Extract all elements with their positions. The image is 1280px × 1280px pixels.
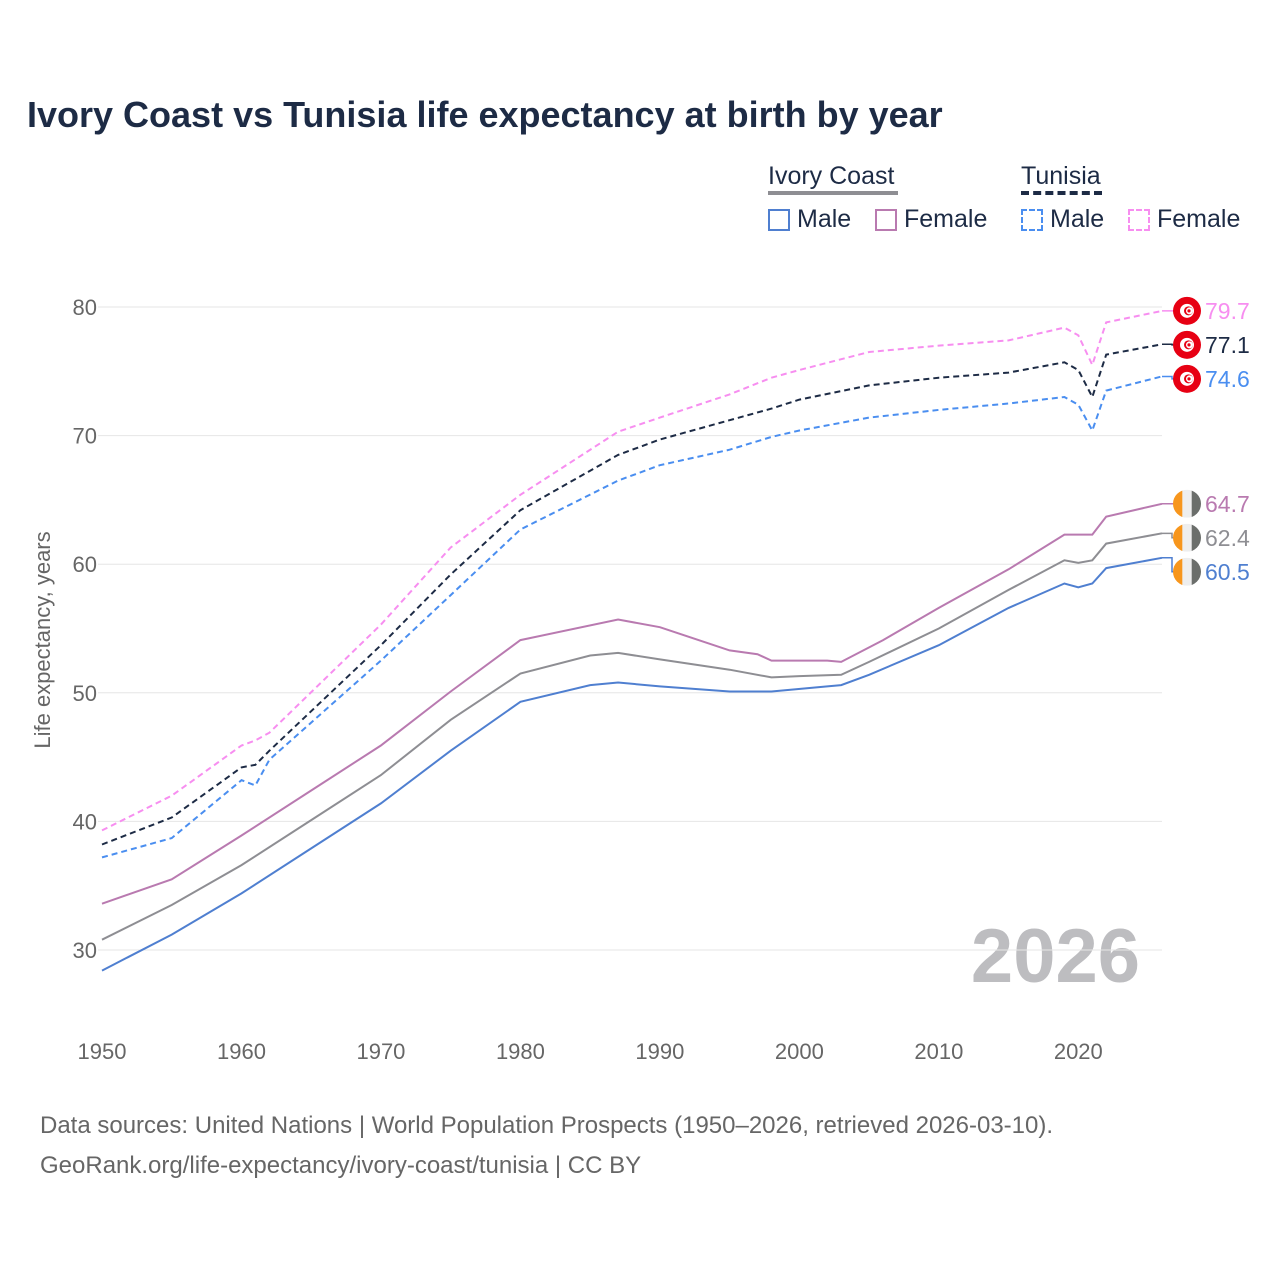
x-tick-label: 1970 xyxy=(356,1039,405,1064)
legend-group-label: Tunisia xyxy=(1021,162,1101,190)
legend-label: Male xyxy=(797,205,852,233)
x-tick-label: 2000 xyxy=(775,1039,824,1064)
flag-stripe-orange xyxy=(1173,557,1183,586)
flag-stripes xyxy=(1173,489,1201,518)
y-tick-label: 70 xyxy=(73,424,97,449)
legend-item-tunisia-male[interactable]: Male xyxy=(1021,205,1104,234)
chart-title: Ivory Coast vs Tunisia life expectancy a… xyxy=(27,94,943,135)
flag-star xyxy=(1187,343,1191,347)
end-value-label: 60.5 xyxy=(1205,559,1250,585)
legend-dashed-line xyxy=(1021,191,1102,195)
legend-group-label: Ivory Coast xyxy=(768,162,895,190)
y-tick-label: 60 xyxy=(73,552,97,577)
y-tick-label: 80 xyxy=(73,295,97,320)
x-tick-label: 1950 xyxy=(78,1039,127,1064)
x-tick-label: 1960 xyxy=(217,1039,266,1064)
legend-label: Female xyxy=(904,205,988,233)
x-tick-label: 1990 xyxy=(635,1039,684,1064)
flag-stripe-white xyxy=(1182,523,1192,552)
flag-star xyxy=(1187,309,1191,313)
series-line-ivory-coast-female xyxy=(101,502,1163,905)
series-line-tunisia-female xyxy=(101,309,1163,832)
flag-stripe-white xyxy=(1182,489,1192,518)
flag-stripe-green xyxy=(1191,523,1201,552)
legend-swatch xyxy=(1021,208,1043,231)
legend-swatch xyxy=(875,208,897,231)
legend-item-ivory-male[interactable]: Male xyxy=(768,205,851,234)
y-tick-label: 40 xyxy=(73,809,97,834)
legend-label: Female xyxy=(1157,205,1241,233)
y-tick-label: 30 xyxy=(73,938,97,963)
series-line-tunisia-total xyxy=(101,343,1163,846)
series-line-ivory-coast-male xyxy=(101,556,1163,972)
ivory-coast-flag-icon xyxy=(1173,557,1201,586)
flag-stripe-orange xyxy=(1173,489,1183,518)
flag-stripe-orange xyxy=(1173,523,1183,552)
footer: Data sources: United Nations | World Pop… xyxy=(40,1106,1053,1186)
tunisia-flag-icon xyxy=(1173,364,1201,393)
y-tick-label: 50 xyxy=(73,681,97,706)
legend-swatch xyxy=(1128,208,1150,231)
x-tick-label: 2020 xyxy=(1054,1039,1103,1064)
flag-stripe-green xyxy=(1191,489,1201,518)
legend-item-ivory-female[interactable]: Female xyxy=(875,205,987,234)
flag-stripe-white xyxy=(1182,557,1192,586)
year-watermark: 2026 xyxy=(971,914,1140,999)
end-value-label: 79.7 xyxy=(1205,298,1250,324)
tunisia-flag-icon xyxy=(1173,330,1201,359)
end-value-label: 62.4 xyxy=(1205,525,1250,551)
flag-stripes xyxy=(1173,523,1201,552)
legend-solid-line xyxy=(768,191,898,195)
ivory-coast-flag-icon xyxy=(1173,523,1201,552)
y-axis-label: Life expectancy, years xyxy=(30,531,55,748)
x-tick-label: 1980 xyxy=(496,1039,545,1064)
series-line-ivory-coast-total xyxy=(101,532,1163,941)
flag-stripes xyxy=(1173,557,1201,586)
legend-label: Male xyxy=(1050,205,1105,233)
data-source: Data sources: United Nations | World Pop… xyxy=(40,1112,1054,1139)
flag-stripe-green xyxy=(1191,557,1201,586)
ivory-coast-flag-icon xyxy=(1173,489,1201,518)
legend-swatch xyxy=(768,208,790,231)
x-tick-label: 2010 xyxy=(914,1039,963,1064)
end-value-label: 77.1 xyxy=(1205,332,1250,358)
legend-item-tunisia-female[interactable]: Female xyxy=(1128,205,1240,234)
flag-star xyxy=(1187,377,1191,381)
series-line-tunisia-male xyxy=(101,375,1163,859)
end-value-label: 74.6 xyxy=(1205,366,1250,392)
end-value-label: 64.7 xyxy=(1205,491,1250,517)
tunisia-flag-icon xyxy=(1173,296,1201,325)
source-link[interactable]: GeoRank.org/life-expectancy/ivory-coast/… xyxy=(40,1152,642,1179)
